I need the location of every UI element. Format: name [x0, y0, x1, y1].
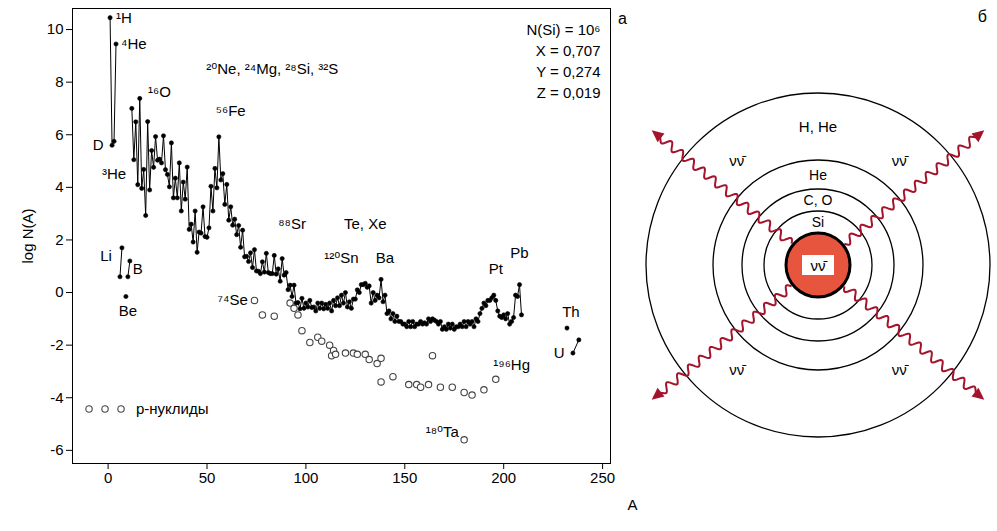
svg-text:U: U — [554, 344, 565, 361]
svg-text:νν̄: νν̄ — [729, 152, 746, 169]
svg-text:6: 6 — [55, 126, 63, 143]
svg-text:Pt: Pt — [489, 260, 504, 277]
svg-text:250: 250 — [590, 469, 615, 486]
html-text:p-нуклиды: p-нуклиды — [136, 400, 209, 417]
svg-text:³He: ³He — [102, 165, 126, 182]
svg-text:Be: Be — [119, 302, 137, 319]
svg-text:50: 50 — [199, 469, 216, 486]
svg-text:¹⁸⁰Ta: ¹⁸⁰Ta — [426, 423, 460, 440]
html-text:а: а — [618, 10, 627, 27]
svg-text:Z = 0,019: Z = 0,019 — [537, 84, 601, 101]
svg-text:⁸⁸Sr: ⁸⁸Sr — [278, 215, 306, 232]
svg-text:4: 4 — [55, 178, 63, 195]
svg-text:Te, Xe: Te, Xe — [344, 215, 387, 232]
svg-text:⁴He: ⁴He — [121, 35, 147, 52]
svg-text:¹⁶O: ¹⁶O — [148, 83, 171, 100]
svg-text:B: B — [133, 260, 143, 277]
svg-text:X = 0,707: X = 0,707 — [536, 42, 601, 59]
svg-text:H, He: H, He — [799, 118, 837, 135]
svg-text:νν̄: νν̄ — [729, 361, 746, 378]
svg-text:Pb: Pb — [510, 244, 528, 261]
svg-text:Si: Si — [812, 214, 824, 230]
svg-text:-4: -4 — [50, 389, 63, 406]
svg-text:C, O: C, O — [804, 192, 833, 208]
svg-text:Th: Th — [562, 303, 580, 320]
svg-text:¹²⁰Sn: ¹²⁰Sn — [324, 249, 358, 266]
svg-text:8: 8 — [55, 73, 63, 90]
svg-text:Ba: Ba — [376, 249, 395, 266]
svg-text:A: A — [627, 496, 637, 513]
svg-text:б: б — [978, 8, 987, 25]
svg-text:200: 200 — [491, 469, 516, 486]
svg-text:Li: Li — [100, 247, 112, 264]
svg-text:100: 100 — [293, 469, 318, 486]
svg-text:0: 0 — [55, 283, 63, 300]
svg-text:N(Si) = 10⁶: N(Si) = 10⁶ — [526, 21, 600, 38]
svg-text:2: 2 — [55, 231, 63, 248]
svg-text:¹⁹⁶Hg: ¹⁹⁶Hg — [493, 356, 530, 373]
svg-text:He: He — [809, 167, 827, 183]
svg-text:⁷⁴Se: ⁷⁴Se — [218, 291, 248, 308]
svg-text:νν̄: νν̄ — [892, 152, 909, 169]
svg-text:150: 150 — [392, 469, 417, 486]
svg-text:-2: -2 — [50, 336, 63, 353]
svg-text:Y = 0,274: Y = 0,274 — [536, 63, 600, 80]
svg-text:D: D — [93, 136, 104, 153]
svg-text:¹H: ¹H — [116, 9, 132, 26]
svg-text:⁵⁶Fe: ⁵⁶Fe — [216, 102, 246, 119]
svg-text:-6: -6 — [50, 441, 63, 458]
svg-text:log N(A): log N(A) — [19, 208, 36, 263]
svg-text:νν̄: νν̄ — [811, 257, 828, 274]
svg-text:²⁰Ne, ²⁴Mg, ²⁸Si, ³²S: ²⁰Ne, ²⁴Mg, ²⁸Si, ³²S — [206, 60, 338, 77]
svg-text:νν̄: νν̄ — [892, 361, 909, 378]
svg-text:0: 0 — [104, 469, 112, 486]
svg-text:10: 10 — [47, 20, 64, 37]
